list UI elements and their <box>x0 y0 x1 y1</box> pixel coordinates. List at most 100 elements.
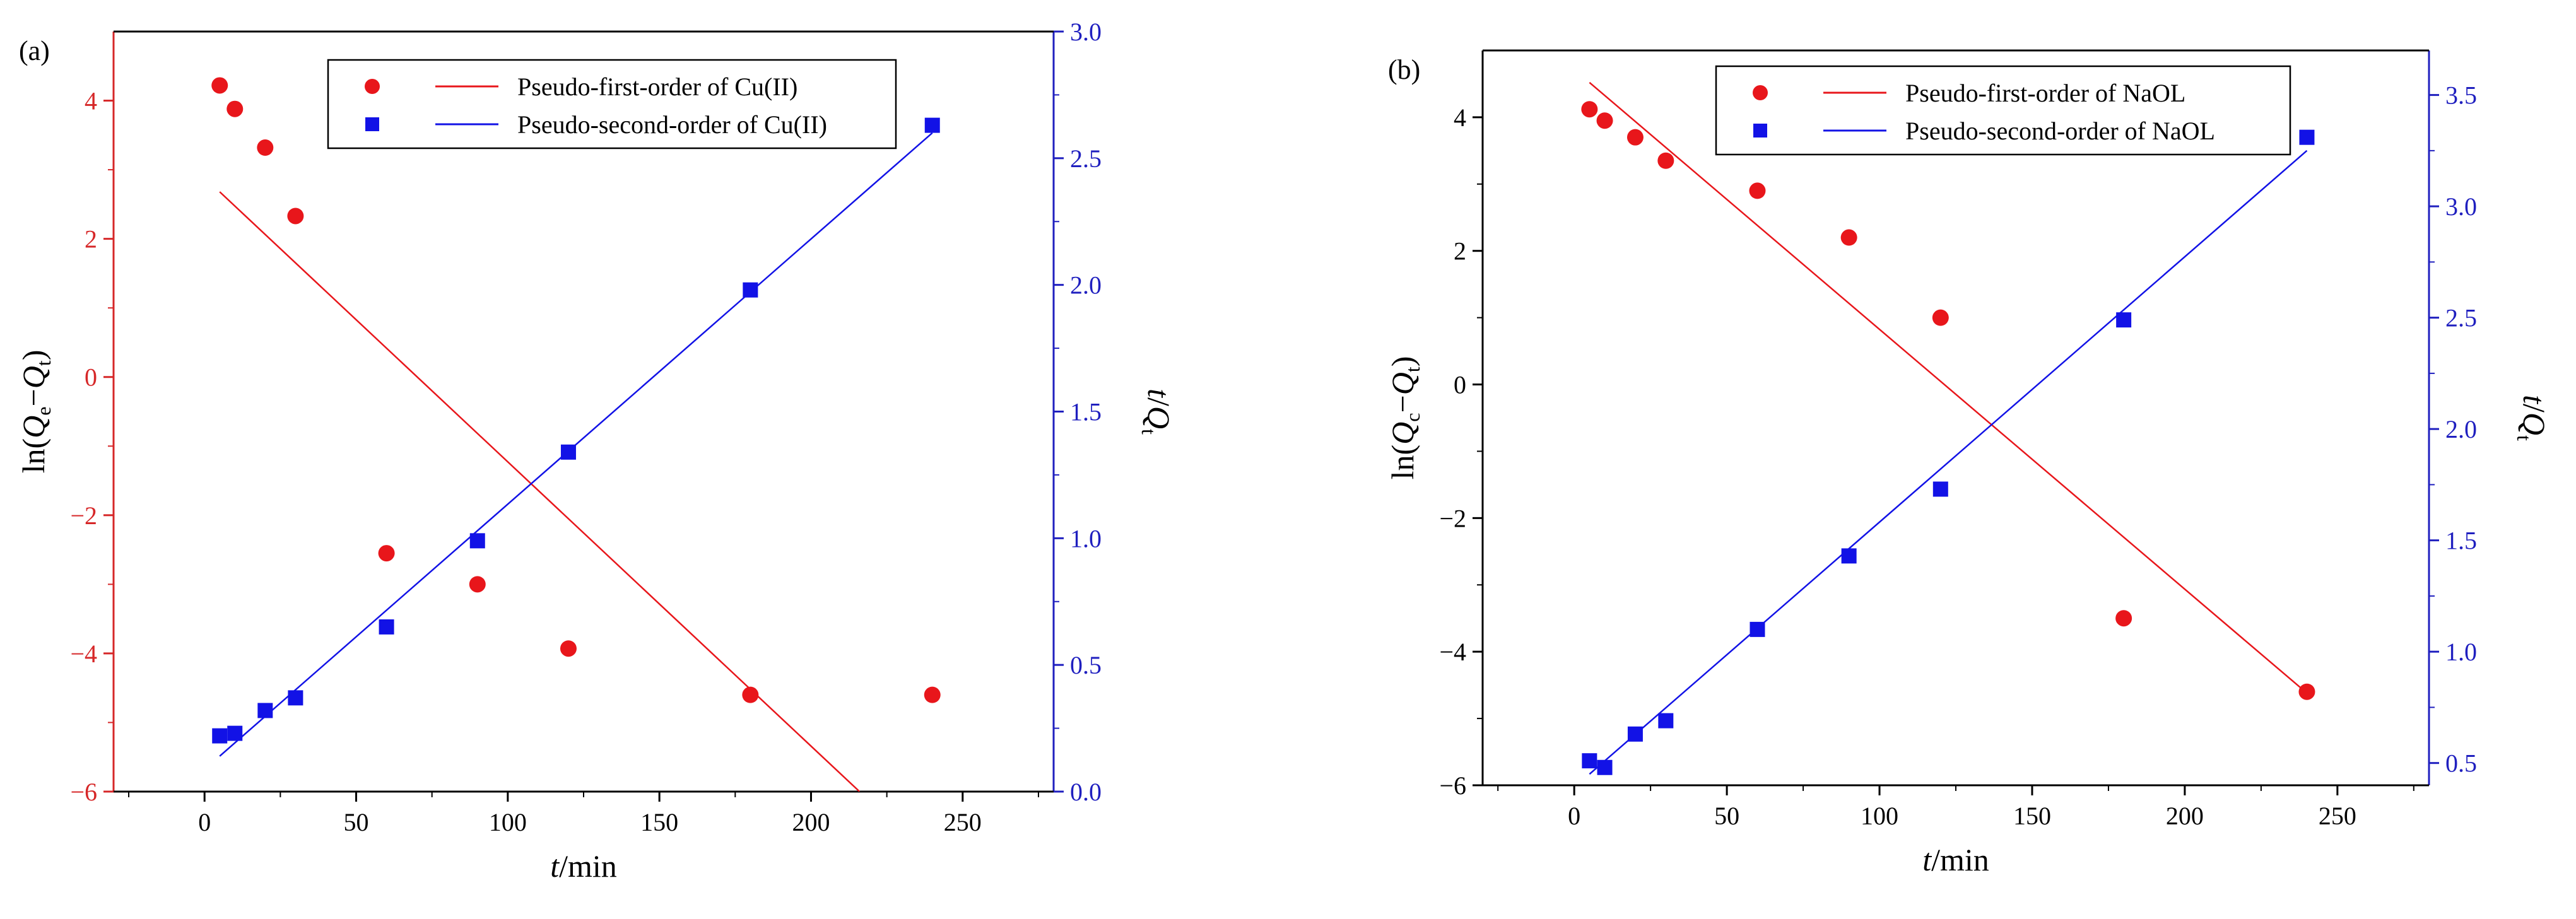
right-tick-label: 2.0 <box>2445 415 2477 443</box>
data-point-circle <box>287 208 304 225</box>
legend-box <box>327 59 897 149</box>
x-tick-label: 150 <box>640 808 678 836</box>
left-tick-label: −2 <box>1439 504 1466 532</box>
data-point-square <box>924 117 940 133</box>
legend: Pseudo-first-order of Cu(II) Pseudo-secon… <box>327 59 897 149</box>
x-tick-label: 100 <box>1861 802 1898 830</box>
data-point-circle <box>560 640 577 657</box>
legend-label: Pseudo-first-order of Cu(II) <box>517 73 797 101</box>
x-tick-label: 0 <box>1568 802 1580 830</box>
data-point-circle <box>1596 112 1613 129</box>
data-point-square <box>560 444 576 460</box>
right-axis-label: t/Qt <box>1138 389 1177 435</box>
left-tick-label: 2 <box>85 225 97 254</box>
x-tick-label: 250 <box>2319 802 2356 830</box>
x-tick-label: 250 <box>944 808 982 836</box>
x-tick-label: 50 <box>344 808 369 836</box>
data-point-square <box>743 282 758 298</box>
data-point-circle <box>378 545 395 562</box>
data-point-square <box>1750 621 1765 637</box>
panel-b: 0 50 100 150 200 250 −6 −4 −2 0 2 4 0.5 1.0 1.5 2.0 2.5 3… <box>1385 49 2552 877</box>
data-point-circle <box>1657 152 1674 169</box>
fit-line-pseudo-second-order <box>219 132 933 757</box>
left-tick-label: −2 <box>70 501 97 530</box>
left-tick-label: 4 <box>85 87 97 115</box>
data-point-square <box>2116 312 2132 328</box>
data-point-square <box>227 725 243 741</box>
fit-line-pseudo-first-order <box>1589 81 2308 694</box>
right-tick-label: 1.0 <box>1070 524 1102 553</box>
data-point-circle <box>742 686 759 703</box>
data-point-circle <box>211 77 228 94</box>
legend-marker-circle <box>365 79 380 94</box>
data-point-circle <box>1749 182 1766 199</box>
legend-box <box>1715 65 2291 156</box>
x-tick-label: 100 <box>489 808 527 836</box>
data-point-circle <box>1932 309 1949 326</box>
legend-marker-square <box>365 117 379 131</box>
right-tick-label: 2.5 <box>1070 144 1102 173</box>
left-tick-label: 2 <box>1454 237 1466 266</box>
x-axis-label: t/min <box>550 848 617 884</box>
x-tick-label: 50 <box>1714 802 1739 830</box>
data-point-circle <box>469 576 486 593</box>
x-tick-label: 200 <box>792 808 830 836</box>
right-tick-label: 0.5 <box>1070 651 1102 679</box>
left-axis-label: ln(Qe−Qt) <box>16 350 55 474</box>
left-tick-label: 0 <box>85 363 97 392</box>
data-point-square <box>1841 548 1857 564</box>
panel-label: (b) <box>1388 54 1420 85</box>
legend-label: Pseudo-second-order of Cu(II) <box>517 110 827 139</box>
data-point-square <box>1658 713 1674 729</box>
data-point-square <box>257 703 273 718</box>
data-point-circle <box>924 686 941 703</box>
data-point-square <box>1932 481 1948 497</box>
left-axis-label: ln(Qc−Qt) <box>1385 356 1424 480</box>
x-axis-label: t/min <box>1922 842 1989 877</box>
legend-label: Pseudo-second-order of NaOL <box>1905 117 2215 145</box>
x-tick-label: 150 <box>2013 802 2051 830</box>
data-point-square <box>1597 759 1613 775</box>
x-tick-label: 0 <box>198 808 211 836</box>
left-tick-label: 4 <box>1454 103 1466 132</box>
fit-line-pseudo-second-order <box>1589 149 2308 775</box>
right-tick-label: 0.5 <box>2445 749 2477 778</box>
x-tick-label: 200 <box>2166 802 2204 830</box>
left-tick-label: −6 <box>1439 771 1466 800</box>
legend-label: Pseudo-first-order of NaOL <box>1905 79 2185 107</box>
data-point-circle <box>1581 101 1598 118</box>
data-point-square <box>1627 726 1643 742</box>
data-point-circle <box>257 139 274 156</box>
legend-marker-square <box>1753 124 1767 138</box>
fit-line-pseudo-first-order <box>219 191 861 792</box>
data-point-square <box>288 690 303 706</box>
right-tick-label: 2.0 <box>1070 271 1102 300</box>
panel-a: 0 50 100 150 200 250 −6 −4 −2 0 2 4 0.0 0.5 1.0 1.5 2.0 2… <box>16 18 1177 884</box>
data-point-square <box>469 533 485 549</box>
data-point-square <box>212 728 228 744</box>
data-point-circle <box>226 100 244 117</box>
right-tick-label: 1.0 <box>2445 638 2477 666</box>
data-point-circle <box>1626 129 1644 146</box>
right-tick-label: 1.5 <box>2445 527 2477 555</box>
legend: Pseudo-first-order of NaOL Pseudo-second-… <box>1715 65 2291 156</box>
right-tick-label: 0.0 <box>1070 778 1102 806</box>
data-point-circle <box>2115 610 2132 627</box>
left-tick-label: 0 <box>1454 371 1466 399</box>
panel-label: (a) <box>19 35 50 66</box>
right-tick-label: 2.5 <box>2445 304 2477 332</box>
data-point-circle <box>2298 683 2315 700</box>
right-tick-label: 1.5 <box>1070 398 1102 426</box>
right-tick-label: 3.5 <box>2445 81 2477 110</box>
right-axis-label: t/Qt <box>2513 395 2552 441</box>
left-tick-label: −6 <box>70 778 97 806</box>
right-tick-label: 3.0 <box>2445 192 2477 221</box>
right-tick-label: 3.0 <box>1070 18 1102 46</box>
data-point-square <box>1582 753 1597 769</box>
data-point-circle <box>1840 229 1857 246</box>
data-point-square <box>2299 129 2315 145</box>
legend-marker-circle <box>1753 85 1768 100</box>
data-point-square <box>379 619 394 635</box>
left-tick-label: −4 <box>1439 638 1466 666</box>
